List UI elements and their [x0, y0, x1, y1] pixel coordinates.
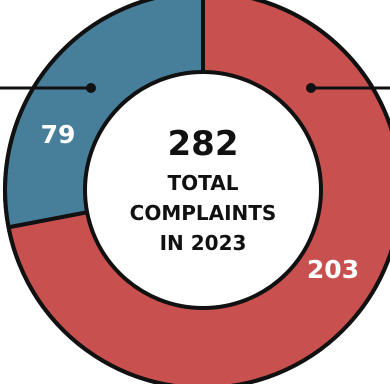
center-caption-line-2: COMPLAINTS — [130, 201, 277, 225]
center-caption-line-1: TOTAL — [168, 171, 239, 195]
leader-line-right — [306, 83, 390, 93]
donut-outline — [3, 0, 390, 384]
slice-label-203: 203 — [307, 255, 359, 284]
slice-label-79: 79 — [41, 120, 76, 149]
center-caption-line-3: IN 2023 — [160, 231, 247, 255]
donut-center — [83, 70, 323, 310]
center-total: 282 — [168, 124, 239, 164]
leader-line-left — [0, 83, 96, 93]
